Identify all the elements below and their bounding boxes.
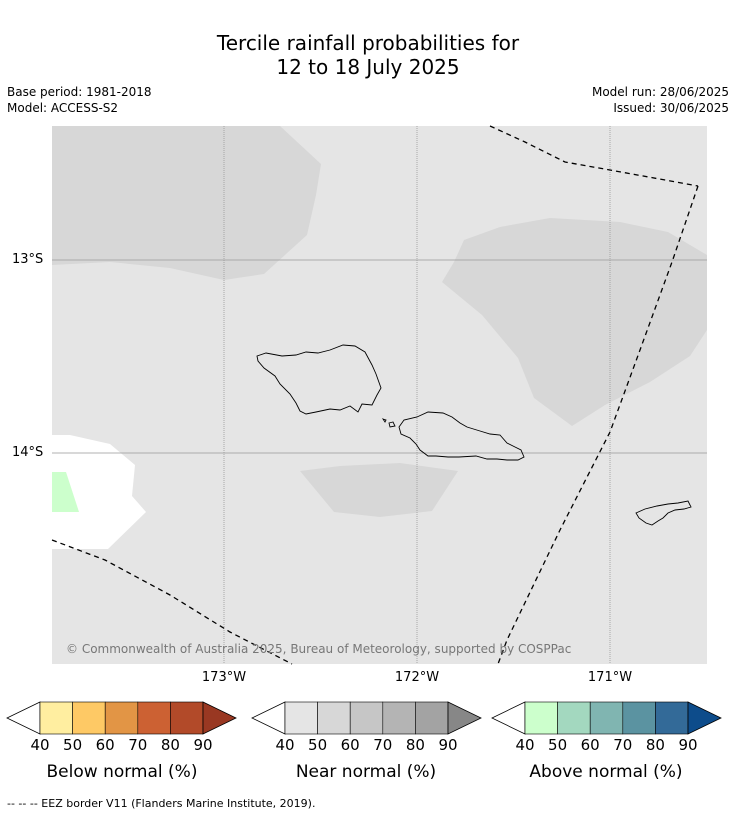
near-normal-region-s <box>300 463 458 517</box>
lon-label-173w: 173°W <box>201 670 247 685</box>
colorbar-segment <box>284 701 318 735</box>
colorbar-segment <box>655 701 689 735</box>
island-apolima <box>388 421 396 428</box>
colorbar-segment <box>589 701 624 735</box>
colorbar-label-below: Below normal (%) <box>46 762 198 782</box>
lat-label-13s: 13°S <box>12 252 44 267</box>
colorbar-ticks-above: 40 50 60 70 80 90 <box>0 736 736 756</box>
colorbar-segment <box>104 701 139 735</box>
base-period: Base period: 1981-2018 <box>7 85 152 99</box>
chart-title-line1: Tercile rainfall probabilities for <box>216 31 520 55</box>
tick-label: 50 <box>308 736 328 754</box>
colorbar-segment <box>382 701 416 735</box>
graticule <box>52 126 707 664</box>
tick-label: 90 <box>678 736 698 754</box>
lat-label-14s: 14°S <box>12 445 44 460</box>
tick-label: 60 <box>580 736 600 754</box>
colorbar-extend-high <box>447 701 482 735</box>
islands <box>256 344 692 526</box>
colorbar-below-normal <box>6 701 237 735</box>
model-run: Model run: 28/06/2025 <box>591 85 729 99</box>
tick-label: 70 <box>613 736 633 754</box>
tick-label: 90 <box>193 736 213 754</box>
colorbar-label-near: Near normal (%) <box>295 762 437 782</box>
colorbar-segment <box>317 701 351 735</box>
tick-label: 50 <box>548 736 568 754</box>
colorbar-segment <box>524 701 558 735</box>
colorbar-segment <box>415 701 449 735</box>
tick-label: 40 <box>275 736 295 754</box>
tick-label: 90 <box>438 736 458 754</box>
tick-label: 70 <box>128 736 148 754</box>
eez-footnote: -- -- -- EEZ border V11 (Flanders Marine… <box>7 797 316 810</box>
colorbar-segment <box>72 701 106 735</box>
colorbar-segment <box>39 701 73 735</box>
colorbar-ticks-near: 40 50 60 70 80 90 <box>0 736 736 756</box>
tick-label: 80 <box>160 736 180 754</box>
island-savaii <box>256 344 382 415</box>
tick-label: 80 <box>405 736 425 754</box>
colorbar-segment <box>349 701 384 735</box>
copyright-notice: © Commonwealth of Australia 2025, Bureau… <box>66 642 572 656</box>
eez-border <box>51 125 699 665</box>
above-normal-region <box>52 472 79 512</box>
colorbar-extend-low <box>251 701 286 735</box>
colorbar-segment <box>622 701 656 735</box>
colorbar-segment <box>137 701 171 735</box>
colorbar-extend-low <box>491 701 526 735</box>
eez-border-north <box>489 125 699 187</box>
colorbar-above-normal <box>491 701 722 735</box>
tick-label: 80 <box>645 736 665 754</box>
tick-label: 50 <box>63 736 83 754</box>
chart-title-line2: 12 to 18 July 2025 <box>276 55 460 79</box>
colorbar-label-above: Above normal (%) <box>529 762 683 782</box>
colorbar-ticks-below: 40 50 60 70 80 90 <box>0 736 736 756</box>
island-upolu <box>398 411 525 461</box>
eez-border-east <box>497 185 699 665</box>
colorbar-segment <box>170 701 204 735</box>
colorbar-segment <box>557 701 591 735</box>
tick-label: 40 <box>30 736 50 754</box>
colorbar-near-normal <box>251 701 482 735</box>
tick-label: 60 <box>95 736 115 754</box>
model-name: Model: ACCESS-S2 <box>7 101 119 115</box>
issued-date: Issued: 30/06/2025 <box>613 101 729 115</box>
colorbar-extend-low <box>6 701 41 735</box>
near-normal-region-ne <box>442 218 707 426</box>
colorbar-extend-high <box>687 701 722 735</box>
tick-label: 60 <box>340 736 360 754</box>
tick-label: 40 <box>515 736 535 754</box>
eez-border-south <box>51 539 293 665</box>
colorbar-extend-high <box>202 701 237 735</box>
near-normal-region-nw <box>52 126 321 280</box>
lon-label-172w: 172°W <box>394 670 440 685</box>
island-manono <box>381 418 387 423</box>
lon-label-171w: 171°W <box>587 670 633 685</box>
no-signal-region <box>52 435 146 549</box>
island-tutuila <box>635 500 692 526</box>
tick-label: 70 <box>373 736 393 754</box>
